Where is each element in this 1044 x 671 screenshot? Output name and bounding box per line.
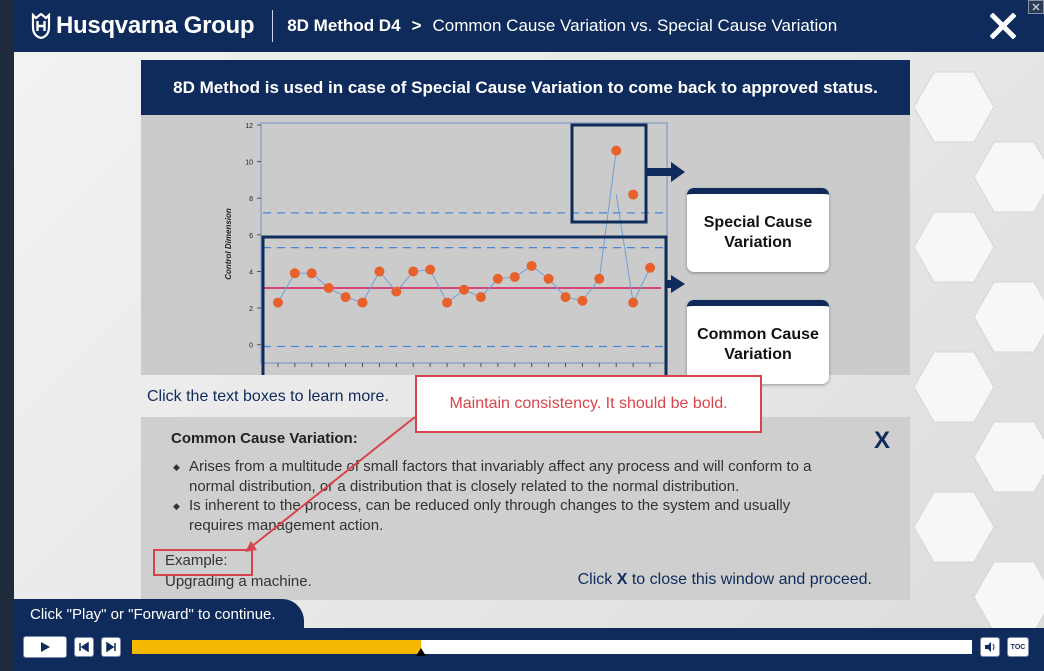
y-tick-label: 6 — [249, 233, 253, 240]
plot-frame — [260, 122, 668, 364]
toc-button[interactable]: TOC — [1007, 637, 1029, 657]
list-item: ◆ Is inherent to the process, can be redu… — [171, 496, 841, 535]
bullet-text: Is inherent to the process, can be reduc… — [189, 497, 791, 534]
y-tick-label: 2 — [249, 306, 253, 313]
special-cause-arrowhead — [671, 162, 685, 182]
common-cause-callout-button[interactable]: Common Cause Variation — [687, 300, 829, 384]
window-close-button[interactable] — [1028, 0, 1044, 14]
common-cause-arrowhead — [671, 275, 685, 293]
brand-logo: Husqvarna Group — [30, 12, 255, 40]
hexagon-pattern-background — [913, 71, 1044, 628]
y-axis-label: Control Dimension — [224, 208, 233, 280]
data-point — [645, 262, 656, 273]
data-point — [391, 286, 402, 297]
play-button[interactable] — [23, 636, 67, 658]
data-point — [408, 266, 419, 277]
title-bar-header: Husqvarna Group 8D Method D4 > Common Ca… — [14, 0, 1044, 52]
special-data-point — [611, 145, 622, 156]
series-line — [277, 150, 617, 304]
skip-forward-icon — [106, 642, 116, 652]
header-divider — [272, 10, 274, 42]
data-point — [340, 292, 351, 303]
status-message: Click "Play" or "Forward" to continue. — [14, 599, 304, 629]
example-text: Upgrading a machine. — [165, 573, 312, 590]
data-point — [442, 297, 453, 308]
progress-handle-icon[interactable] — [415, 648, 426, 658]
info-close-button[interactable]: X — [873, 427, 890, 454]
data-point — [577, 295, 588, 306]
data-point — [425, 264, 436, 275]
play-icon — [41, 642, 50, 652]
y-tick-label: 10 — [245, 160, 253, 167]
speaker-icon — [985, 642, 995, 652]
example-label: Example: — [165, 552, 228, 569]
player-controls: TOC — [14, 628, 1044, 671]
data-point — [357, 297, 368, 308]
previous-button[interactable] — [74, 637, 94, 657]
data-point — [306, 268, 317, 279]
progress-bar[interactable] — [132, 640, 972, 656]
y-tick-label: 8 — [249, 196, 253, 203]
special-cause-callout-button[interactable]: Special Cause Variation — [687, 188, 829, 272]
common-cause-frame — [261, 235, 668, 375]
y-tick-label: 0 — [249, 343, 253, 350]
skip-back-icon — [79, 642, 89, 652]
data-point — [594, 273, 605, 284]
data-point — [509, 271, 520, 282]
close-course-button[interactable] — [986, 9, 1020, 43]
data-point — [459, 284, 469, 295]
close-hint-x: X — [616, 571, 628, 588]
bullet-text: Arises from a multitude of small factors… — [189, 458, 812, 495]
data-point — [526, 260, 537, 271]
breadcrumb-page-title: Common Cause Variation vs. Special Cause… — [432, 16, 838, 35]
y-tick-label: 12 — [245, 123, 253, 130]
breadcrumb-separator: > — [411, 16, 422, 35]
close-hint-post: to close this window and proceed. — [631, 571, 872, 588]
breadcrumb-course: 8D Method D4 — [287, 16, 401, 35]
data-point — [323, 282, 334, 293]
y-tick-label: 4 — [249, 269, 253, 276]
data-point — [374, 266, 385, 277]
husqvarna-crown-icon — [31, 13, 51, 39]
instruction-hint: Click the text boxes to learn more. — [147, 388, 389, 405]
close-icon — [990, 13, 1016, 39]
control-chart: 0 2 4 6 8 10 12 Control Dimension — [224, 122, 685, 375]
bullet-icon: ◆ — [173, 462, 180, 472]
info-bullet-list: ◆ Arises from a multitude of small factor… — [171, 457, 841, 535]
slide-title: 8D Method is used in case of Special Cau… — [141, 60, 910, 115]
data-point — [628, 297, 639, 308]
close-icon — [1032, 3, 1040, 11]
data-point — [492, 273, 503, 284]
info-popup: Common Cause Variation: X ◆ Arises from a… — [141, 417, 910, 600]
special-data-point — [628, 189, 639, 200]
data-point — [560, 292, 571, 303]
slide-stage: 8D Method is used in case of Special Cau… — [14, 52, 1044, 628]
brand-name: Husqvarna Group — [56, 12, 255, 39]
close-hint-pre: Click — [577, 571, 613, 588]
review-annotation-box: Maintain consistency. It should be bold. — [415, 375, 762, 433]
info-title: Common Cause Variation: — [171, 430, 358, 447]
list-item: ◆ Arises from a multitude of small factor… — [171, 457, 841, 496]
data-point — [272, 297, 283, 308]
data-point — [475, 292, 486, 303]
slide-content: 8D Method is used in case of Special Cau… — [141, 60, 910, 600]
data-point — [289, 268, 300, 279]
example-highlight-box — [153, 549, 253, 576]
progress-fill — [132, 640, 421, 654]
control-chart-panel: 0 2 4 6 8 10 12 Control Dimension Special Cause… — [141, 115, 910, 384]
volume-button[interactable] — [980, 637, 1000, 657]
close-hint: Click X to close this window and proceed… — [578, 571, 872, 589]
data-point — [543, 273, 554, 284]
bullet-icon: ◆ — [173, 501, 180, 511]
forward-button[interactable] — [101, 637, 121, 657]
